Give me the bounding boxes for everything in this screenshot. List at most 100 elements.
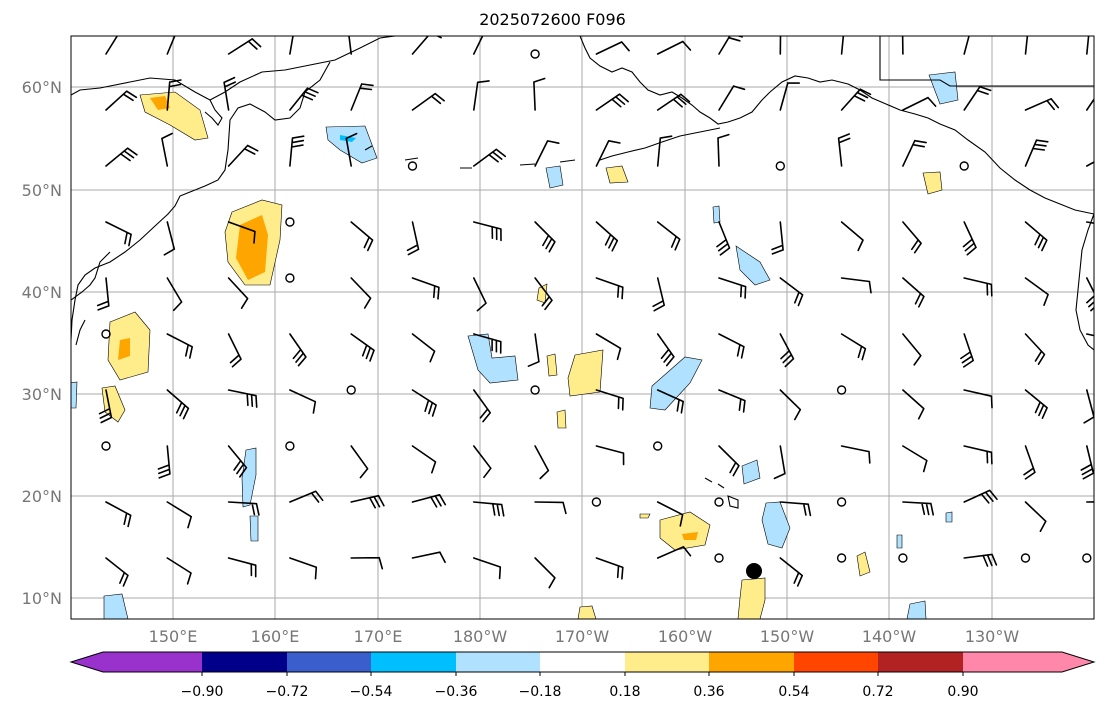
wind-barb — [902, 96, 937, 111]
colorbar-segment — [202, 652, 287, 672]
wind-barb — [960, 333, 974, 368]
wind-barb — [1024, 98, 1060, 111]
wind-barb — [411, 92, 445, 111]
wind-barb — [161, 132, 173, 167]
wind-barb — [656, 333, 675, 367]
wind-barb — [1080, 445, 1094, 480]
wind-barb — [656, 221, 681, 251]
colorbar-label: −0.72 — [266, 684, 309, 700]
wind-barb — [1023, 445, 1036, 480]
wind-barb — [534, 140, 560, 167]
colorbar-segment — [625, 652, 709, 672]
wind-barb — [533, 77, 546, 111]
wind-barb — [473, 221, 502, 242]
contour-negative — [103, 593, 129, 619]
colorbar-segment — [709, 652, 794, 672]
contour-negative — [906, 600, 927, 619]
wind-barb — [902, 139, 927, 167]
contour-negative — [241, 447, 257, 508]
wind-barb-calm — [346, 385, 356, 395]
colorbar-label: 0.90 — [947, 684, 978, 700]
wind-barb — [963, 86, 992, 111]
wind-barb — [163, 221, 176, 256]
colorbar-label: 0.18 — [609, 684, 640, 700]
wind-barb — [473, 80, 490, 111]
wind-barb-calm — [836, 497, 847, 507]
wind-barb — [166, 36, 176, 55]
wind-barb-calm — [898, 553, 908, 563]
wind-barb — [289, 333, 307, 367]
wind-barb — [901, 36, 904, 55]
wind-barb — [779, 36, 782, 55]
contour-negative — [945, 511, 953, 523]
colorbar-segment — [878, 652, 963, 672]
colorbar: −0.90 −0.72 −0.54 −0.36 −0.18 0.18 0.36 … — [69, 651, 1096, 700]
coastline-aleutians — [364, 127, 721, 169]
colorbar-outline — [69, 651, 1096, 673]
lon-label: 140°W — [862, 627, 917, 646]
wind-barb — [779, 557, 803, 587]
wind-barb-calm — [1082, 553, 1092, 563]
colorbar-label: −0.90 — [181, 684, 224, 700]
wind-barb — [656, 93, 691, 111]
coastline-japan — [71, 251, 111, 346]
wind-barb — [227, 557, 257, 578]
wind-barb — [718, 333, 745, 359]
wind-barb — [289, 36, 294, 55]
wind-barb — [350, 333, 375, 362]
map-title: 2025072600 F096 — [479, 10, 626, 29]
contour-negative — [325, 125, 378, 164]
wind-barb-calm — [1020, 553, 1031, 563]
wind-barb — [105, 36, 119, 55]
lat-label: 50°N — [22, 181, 62, 200]
wind-barb — [595, 557, 624, 580]
colorbar-label: −0.36 — [435, 684, 478, 700]
lat-label: 40°N — [22, 283, 62, 302]
longitude-labels: 150°E 160°E 170°E 180°W 170°W 160°W 150°… — [149, 627, 1020, 646]
wind-barb — [166, 79, 182, 111]
wind-barb — [227, 38, 262, 55]
wind-barb — [227, 144, 259, 167]
colorbar-label: 0.54 — [778, 684, 809, 700]
contour-positive — [856, 551, 871, 577]
wind-barb — [289, 135, 305, 167]
wind-barb — [348, 36, 352, 55]
contour-positive — [737, 577, 766, 619]
contour-negative — [71, 381, 78, 409]
wind-barb — [652, 277, 665, 312]
wind-barb-calm — [101, 441, 111, 451]
wind-barb — [902, 501, 934, 516]
wind-barb — [595, 445, 625, 466]
wind-barb — [411, 277, 440, 300]
wind-barb — [963, 277, 993, 297]
wind-barb — [902, 389, 925, 420]
wind-barb — [166, 389, 190, 420]
colorbar-segment — [794, 652, 878, 672]
wind-barb — [840, 88, 872, 111]
wind-barb — [656, 40, 692, 55]
wind-barb — [779, 277, 804, 307]
wind-barb — [473, 148, 507, 167]
wind-barb-calm — [653, 441, 663, 451]
wind-barb — [1024, 389, 1048, 419]
wind-barb — [350, 277, 372, 309]
wind-barb — [411, 389, 437, 417]
wind-barb-calm — [530, 385, 540, 395]
plot-frame — [70, 35, 1095, 620]
contour-positive — [659, 511, 711, 551]
wind-barb — [350, 445, 369, 479]
wind-barb — [656, 135, 673, 167]
wind-barb — [837, 133, 851, 167]
wind-barb — [595, 93, 629, 111]
wind-barb — [406, 221, 420, 256]
wind-barb — [1024, 221, 1048, 252]
wind-barb — [411, 445, 437, 474]
wind-barb — [963, 553, 998, 567]
lon-label: 160°W — [658, 627, 713, 646]
contour-positive — [546, 353, 558, 377]
wind-barb — [902, 221, 922, 254]
wind-barb — [166, 277, 183, 312]
wind-barb — [902, 333, 922, 366]
wind-barb-calm — [714, 553, 724, 563]
wind-barb — [1086, 333, 1094, 337]
